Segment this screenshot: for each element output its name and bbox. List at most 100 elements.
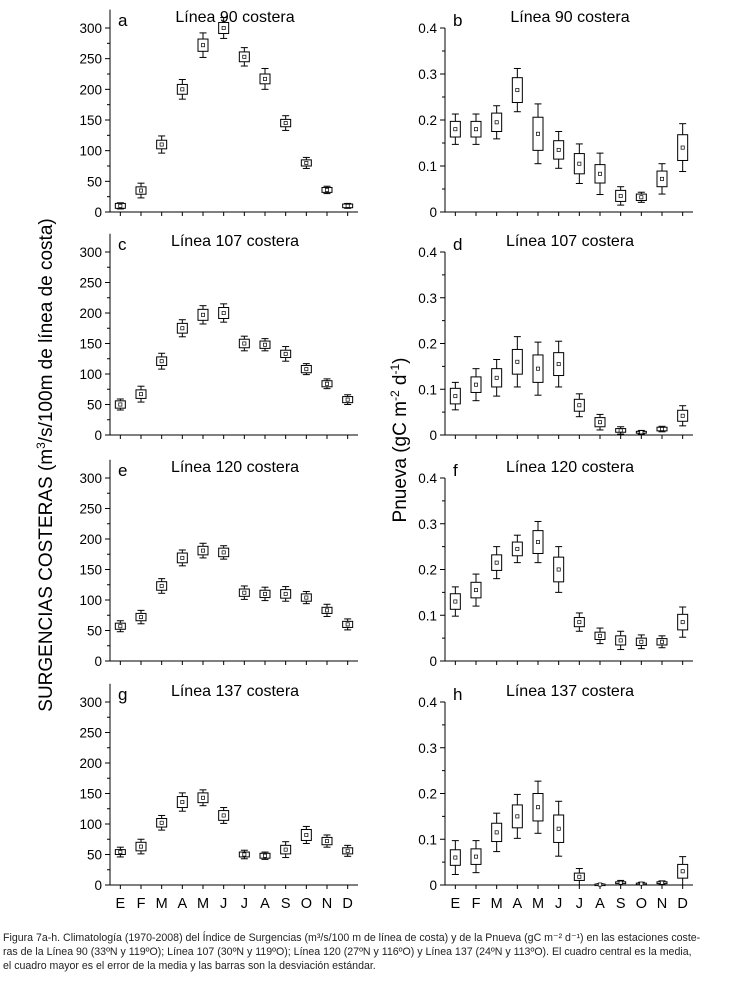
- mean-marker: [453, 394, 458, 399]
- y-tick-label: 150: [79, 787, 102, 802]
- mean-marker: [283, 591, 288, 596]
- y-tick-label: 250: [79, 726, 102, 741]
- y-tick-label: 0.3: [418, 291, 437, 306]
- mean-marker: [180, 555, 185, 560]
- mean-marker: [556, 147, 561, 152]
- right-ylabel-sup2: -1: [388, 364, 402, 375]
- mean-marker: [325, 839, 329, 844]
- mean-marker: [180, 87, 185, 92]
- mean-marker: [139, 615, 143, 620]
- mean-marker: [660, 427, 664, 432]
- mean-marker: [494, 120, 499, 125]
- mean-marker: [345, 848, 350, 853]
- mean-marker: [556, 826, 561, 831]
- mean-marker: [242, 54, 247, 59]
- mean-marker: [118, 402, 123, 407]
- mean-marker: [118, 203, 123, 208]
- y-tick-label: 0: [429, 878, 437, 893]
- y-tick-label: 300: [79, 245, 102, 260]
- panel-title: Línea 137 costera: [506, 683, 634, 700]
- mean-marker: [159, 820, 164, 825]
- mean-marker: [159, 584, 164, 588]
- panel-letter: f: [453, 461, 458, 480]
- caption-line-3: el cuadro mayor es el error de la media …: [3, 960, 376, 972]
- x-tick-label: A: [595, 896, 605, 912]
- y-tick-label: 0.4: [418, 695, 437, 710]
- mean-marker: [494, 375, 499, 380]
- x-tick-label: F: [137, 896, 146, 912]
- mean-marker: [345, 203, 350, 208]
- right-ylabel-part-a: Pnueva (gC m: [390, 401, 411, 522]
- mean-marker: [680, 413, 685, 418]
- right-ylabel-mid: d: [390, 375, 411, 391]
- y-tick-label: 250: [79, 52, 102, 67]
- x-tick-label: A: [177, 896, 187, 912]
- y-tick-label: 0: [94, 654, 102, 669]
- panel-f: 0 0.1 0.2 0.3 0.4 Línea 120 costera f: [418, 459, 693, 669]
- y-tick-label: 0: [429, 428, 437, 443]
- mean-marker: [618, 428, 623, 433]
- mean-marker: [345, 397, 350, 402]
- mean-marker: [577, 874, 582, 879]
- x-tick-label: M: [491, 896, 503, 912]
- panel-title: Línea 107 costera: [506, 233, 634, 250]
- y-tick-label: 200: [79, 306, 102, 321]
- y-tick-label: 100: [79, 593, 102, 608]
- x-tick-label: E: [115, 896, 125, 912]
- mean-marker: [536, 131, 540, 136]
- x-tick-label: J: [555, 896, 562, 912]
- y-tick-label: 300: [79, 471, 102, 486]
- x-tick-label: M: [156, 896, 168, 912]
- mean-marker: [536, 540, 540, 545]
- y-tick-label: 50: [87, 174, 102, 189]
- mean-marker: [304, 367, 309, 372]
- mean-marker: [474, 127, 478, 132]
- y-tick-label: 150: [79, 563, 102, 578]
- y-tick-label: 150: [79, 113, 102, 128]
- mean-marker: [453, 855, 458, 860]
- mean-marker: [118, 850, 123, 855]
- mean-marker: [283, 351, 288, 356]
- mean-marker: [598, 633, 602, 638]
- mean-marker: [515, 546, 520, 551]
- y-tick-label: 0.3: [418, 67, 437, 82]
- panel-d: 0 0.1 0.2 0.3 0.4 Línea 107 costera d: [418, 233, 693, 443]
- mean-marker: [639, 430, 644, 435]
- y-tick-label: 150: [79, 337, 102, 352]
- mean-marker: [263, 591, 267, 596]
- right-ylabel-end: ): [390, 358, 411, 364]
- mean-marker: [139, 844, 143, 849]
- panel-letter: g: [118, 685, 127, 704]
- y-tick-label: 0: [429, 654, 437, 669]
- mean-marker: [577, 403, 582, 408]
- panel-title: Línea 90 costera: [175, 9, 294, 26]
- mean-marker: [536, 366, 540, 371]
- mean-marker: [680, 145, 685, 150]
- y-tick-label: 100: [79, 144, 102, 159]
- y-tick-label: 50: [87, 624, 102, 639]
- y-tick-label: 0: [94, 878, 102, 893]
- panel-e: 0 50 100 150 200 250 300 Línea 120 costera e: [79, 459, 358, 669]
- mean-marker: [304, 595, 309, 600]
- y-tick-label: 0.3: [418, 517, 437, 532]
- x-tick-label: D: [342, 896, 352, 912]
- y-tick-label: 0.1: [418, 832, 437, 847]
- x-tick-label: M: [532, 896, 544, 912]
- x-tick-label: J: [576, 896, 583, 912]
- mean-marker: [304, 160, 309, 165]
- x-tick-label: M: [197, 896, 209, 912]
- mean-marker: [556, 362, 561, 367]
- mean-marker: [494, 560, 499, 565]
- left-ylabel-part-a: SURGENCIAS COSTERAS (m: [36, 449, 57, 712]
- x-tick-label: N: [322, 896, 332, 912]
- mean-marker: [283, 121, 288, 126]
- panel-letter: c: [118, 235, 127, 254]
- mean-marker: [536, 805, 540, 810]
- x-tick-label: A: [512, 896, 522, 912]
- mean-marker: [283, 847, 288, 852]
- mean-marker: [660, 639, 664, 644]
- mean-marker: [474, 382, 478, 387]
- mean-marker: [159, 142, 164, 147]
